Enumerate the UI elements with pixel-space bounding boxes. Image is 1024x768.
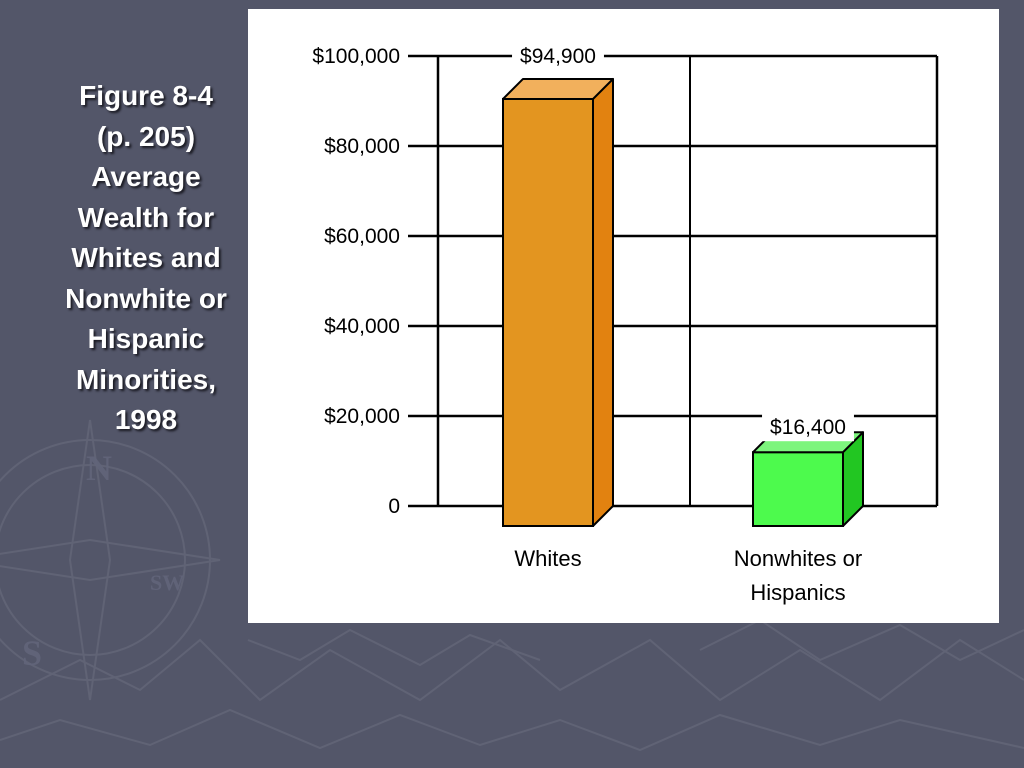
title-line: Minorities, xyxy=(75,363,216,395)
bar-side xyxy=(592,77,614,527)
y-tick-label: 0 xyxy=(388,495,400,518)
y-tick-label: $20,000 xyxy=(324,405,400,428)
bar xyxy=(752,451,844,528)
y-tick-label: $60,000 xyxy=(324,225,400,248)
data-label: $94,900 xyxy=(520,45,596,68)
title-line: Nonwhite or xyxy=(65,282,227,314)
data-label-background xyxy=(762,414,854,442)
svg-text:SW: SW xyxy=(150,570,184,595)
svg-text:N: N xyxy=(86,448,112,488)
title-line: Average xyxy=(91,161,201,192)
svg-text:S: S xyxy=(22,633,42,673)
chart-panel: 0 $20,000 $40,000 $60,000 $80,000 $100,000 $94… xyxy=(248,9,999,623)
slide-title: Figure 8-4 (p. 205) Average Wealth for W… xyxy=(38,76,254,441)
title-line: Wealth for xyxy=(77,201,215,233)
bar-top xyxy=(502,77,614,100)
title-line: 1998 xyxy=(114,404,178,435)
y-tick-label: $100,000 xyxy=(312,45,400,68)
title-line: (p. 205) xyxy=(96,120,196,152)
title-line: Hispanic xyxy=(87,323,205,354)
data-label: $16,400 xyxy=(770,416,846,439)
title-line: Figure 8-4 xyxy=(79,80,213,111)
y-tick-label: $80,000 xyxy=(324,135,400,158)
bar-chart: 0 $20,000 $40,000 $60,000 $80,000 $100,000 $94… xyxy=(312,43,939,605)
bar xyxy=(502,97,594,527)
x-tick-label: Nonwhites or xyxy=(734,546,862,571)
x-tick-label: Hispanics xyxy=(750,580,845,605)
x-tick-label: Whites xyxy=(514,546,581,571)
y-tick-label: $40,000 xyxy=(324,315,400,338)
title-line: Whites and xyxy=(71,242,221,273)
data-label-background xyxy=(512,43,604,70)
